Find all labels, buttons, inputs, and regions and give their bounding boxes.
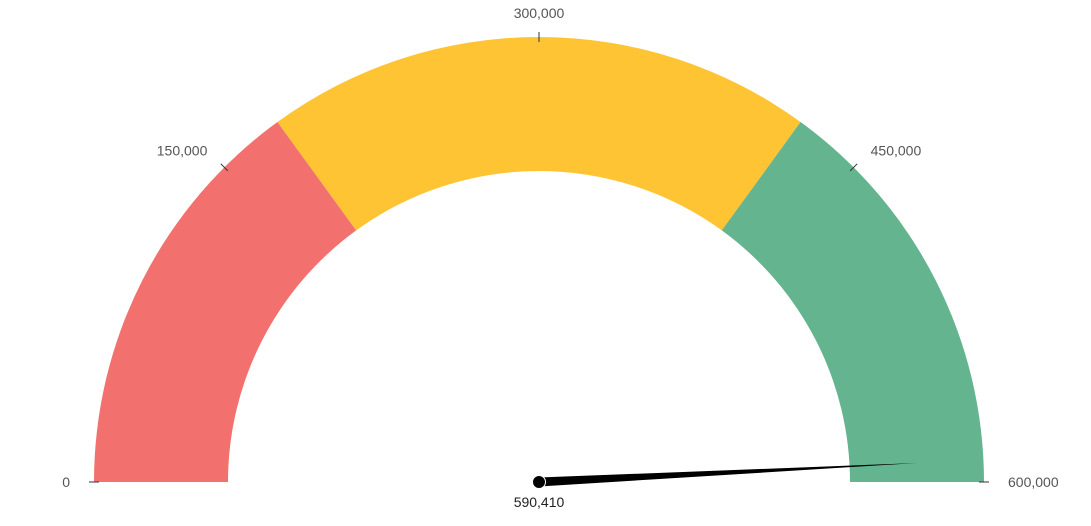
gauge-bands [94, 37, 984, 483]
gauge-band-0 [94, 121, 357, 483]
gauge-tick-1 [220, 163, 229, 172]
gauge-needle [538, 463, 917, 487]
gauge-value-label: 590,410 [514, 494, 565, 510]
gauge-tick-label-3: 450,000 [871, 142, 922, 158]
gauge-band-2 [721, 121, 984, 483]
gauge-needle-group [532, 463, 917, 489]
gauge-band-1 [277, 37, 801, 231]
gauge-tick-labels: 0 150,000 300,000 450,000 600,000 [62, 5, 1059, 490]
gauge-tick-label-2: 300,000 [514, 5, 565, 21]
gauge-ticks [89, 32, 989, 483]
gauge-tick-label-1: 150,000 [157, 142, 208, 158]
gauge-tick-label-4: 600,000 [1008, 474, 1059, 490]
gauge-tick-3 [849, 163, 858, 172]
gauge-tick-label-0: 0 [62, 474, 70, 490]
gauge-needle-hub [532, 475, 546, 489]
